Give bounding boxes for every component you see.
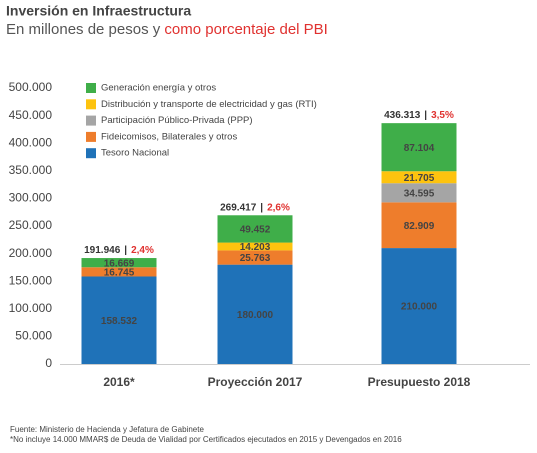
- y-tick-label: 100.000: [9, 301, 53, 315]
- total-value: 269.417: [220, 202, 257, 213]
- total-value: 436.313: [384, 110, 421, 121]
- legend-swatch: [86, 83, 96, 93]
- bar-segment: [217, 250, 293, 265]
- gdp-share: 2,6%: [267, 202, 290, 213]
- bar-segment: [217, 242, 293, 251]
- total-value: 191.946: [84, 245, 121, 256]
- bar-segment: [81, 258, 157, 268]
- bar-segment: [217, 264, 293, 364]
- subtitle-highlight: como porcentaje del PBI: [164, 21, 327, 38]
- total-label: 436.313 | 3,5%: [384, 110, 454, 121]
- total-separator: |: [260, 202, 263, 213]
- bar-segment: [381, 248, 457, 364]
- data-label: 210.000: [401, 302, 438, 313]
- bar-segment: [81, 267, 157, 277]
- x-tick-label: Proyección 2017: [208, 375, 303, 389]
- source-note: Fuente: Ministerio de Hacienda y Jefatur…: [10, 425, 204, 434]
- gdp-share: 2,4%: [131, 245, 154, 256]
- legend-label: Fideicomisos, Bilaterales y otros: [101, 131, 237, 142]
- data-label: 16.745: [104, 268, 135, 279]
- chart-title: Inversión en Infraestructura: [6, 3, 191, 19]
- y-tick-label: 450.000: [9, 108, 53, 122]
- bar-segment: [381, 202, 457, 249]
- total-label: 191.946 | 2,4%: [84, 245, 154, 256]
- legend-swatch: [86, 99, 96, 110]
- y-tick-label: 0: [45, 356, 52, 370]
- x-tick-label: Presupuesto 2018: [368, 375, 471, 389]
- bar-segment: [81, 276, 157, 364]
- bar-segment: [381, 171, 457, 184]
- bar-segment: [217, 215, 293, 243]
- y-tick-label: 50.000: [15, 329, 52, 343]
- gdp-share: 3,5%: [431, 110, 454, 121]
- subtitle: En millones de pesos y: [6, 21, 164, 38]
- y-tick-label: 200.000: [9, 246, 53, 260]
- footnote: *No incluye 14.000 MMAR$ de Deuda de Via…: [10, 435, 402, 444]
- data-label: 16.669: [104, 258, 135, 269]
- legend-swatch: [86, 148, 96, 159]
- total-separator: |: [124, 245, 127, 256]
- bar-segment: [381, 123, 457, 172]
- y-tick-label: 400.000: [9, 135, 53, 149]
- legend-swatch: [86, 115, 96, 126]
- data-label: 25.763: [240, 253, 271, 264]
- legend-label: Generación energía y otros: [101, 83, 216, 94]
- bar-segment: [381, 183, 457, 203]
- data-label: 49.452: [240, 225, 271, 236]
- data-label: 14.203: [240, 242, 271, 253]
- y-tick-label: 300.000: [9, 191, 53, 205]
- legend-label: Tesoro Nacional: [101, 148, 169, 159]
- data-label: 82.909: [404, 221, 435, 232]
- data-label: 87.104: [404, 143, 435, 154]
- y-tick-label: 500.000: [9, 80, 53, 94]
- x-tick-label: 2016*: [103, 375, 135, 389]
- data-label: 180.000: [237, 310, 274, 321]
- data-label: 21.705: [404, 173, 435, 184]
- total-separator: |: [424, 110, 427, 121]
- y-tick-label: 350.000: [9, 163, 53, 177]
- data-label: 34.595: [404, 188, 435, 199]
- total-label: 269.417 | 2,6%: [220, 202, 290, 213]
- y-tick-label: 150.000: [9, 273, 53, 287]
- y-tick-label: 250.000: [9, 218, 53, 232]
- legend-swatch: [86, 131, 96, 142]
- chart-subtitle: En millones de pesos y como porcentaje d…: [6, 21, 328, 38]
- legend-label: Participación Público-Privada (PPP): [101, 115, 253, 126]
- data-label: 158.532: [101, 316, 138, 327]
- legend-label: Distribución y transporte de electricida…: [101, 99, 317, 110]
